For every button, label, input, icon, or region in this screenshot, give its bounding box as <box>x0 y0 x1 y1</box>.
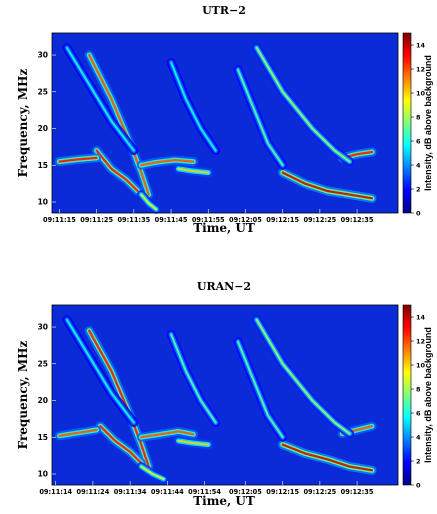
colorbar-tick-label: 12 <box>416 337 425 345</box>
burst-trace <box>140 465 165 481</box>
burst-trace <box>177 439 210 446</box>
burst-trace <box>65 46 135 152</box>
y-tick-label: 25 <box>38 87 48 96</box>
x-tick-label: 09:12:05 <box>229 216 262 224</box>
colorbar-tick-label: 8 <box>416 113 421 121</box>
panel-title: URAN−2 <box>197 280 251 293</box>
y-tick-label: 25 <box>38 359 48 368</box>
burst-trace <box>255 318 351 435</box>
burst-trace <box>255 46 351 163</box>
heatmap-background <box>52 33 398 213</box>
x-ticks: 09:11:15 09:11:25 09:11:35 09:11:45 09:11:55… <box>43 209 374 224</box>
y-tick-label: 20 <box>38 124 48 133</box>
panel-title: UTR−2 <box>202 4 246 17</box>
y-tick-label: 10 <box>38 198 48 207</box>
heatmap-background <box>52 305 398 485</box>
burst-trace <box>140 430 195 439</box>
x-tick-label: 09:11:15 <box>43 216 76 224</box>
x-tick-label: 09:11:45 <box>155 216 188 224</box>
plot-frame <box>51 304 399 486</box>
burst-trace <box>140 159 195 167</box>
burst-trace <box>65 318 135 424</box>
y-tick-label: 15 <box>38 433 48 442</box>
colorbar-tick-label: 2 <box>416 457 421 465</box>
x-tick-label: 09:11:14 <box>39 488 72 496</box>
x-tick-label: 09:11:54 <box>188 488 221 496</box>
colorbar-tick-label: 10 <box>416 361 426 369</box>
colorbar-ticks: 0 2 4 6 8 10 12 14 <box>411 313 426 489</box>
x-tick-label: 09:11:34 <box>114 488 147 496</box>
colorbar-tick-label: 14 <box>416 41 426 49</box>
y-tick-label: 30 <box>38 51 48 60</box>
plot-frame <box>51 32 399 214</box>
colorbar-tick-label: 4 <box>416 161 421 169</box>
x-tick-label: 09:12:15 <box>266 488 299 496</box>
burst-trace <box>236 68 284 167</box>
colorbar-tick-label: 0 <box>416 209 421 217</box>
x-tick-label: 09:11:24 <box>77 488 110 496</box>
x-axis-label: Time, UT <box>193 221 255 235</box>
burst-trace <box>281 171 374 200</box>
burst-trace <box>177 167 210 174</box>
colorbar-tick-label: 14 <box>416 313 426 321</box>
y-tick-label: 30 <box>38 323 48 332</box>
colorbar-tick-label: 6 <box>416 137 421 145</box>
colorbar-label: Intensity, dB above background <box>423 55 433 191</box>
colorbar-tick-label: 4 <box>416 433 421 441</box>
colorbar-tick-label: 0 <box>416 481 421 489</box>
colorbar-tick-label: 6 <box>416 409 421 417</box>
x-tick-label: 09:12:25 <box>303 216 336 224</box>
x-tick-label: 09:12:35 <box>341 488 374 496</box>
x-axis-label: Time, UT <box>193 494 255 508</box>
colorbar <box>402 32 412 214</box>
y-axis-label: Frequency, MHz <box>16 340 30 449</box>
burst-trace <box>99 425 143 465</box>
y-axis-label: Frequency, MHz <box>16 68 30 177</box>
x-tick-label: 09:12:35 <box>341 216 374 224</box>
y-tick-label: 20 <box>38 396 48 405</box>
colorbar-tick-label: 8 <box>416 385 421 393</box>
burst-trace <box>95 149 139 193</box>
colorbar-tick-label: 2 <box>416 185 421 193</box>
heatmap-cells <box>54 43 377 214</box>
y-ticks: 10 15 20 25 30 <box>38 51 56 207</box>
burst-trace <box>281 443 374 472</box>
x-tick-label: 09:11:25 <box>80 216 113 224</box>
x-tick-label: 09:11:44 <box>151 488 184 496</box>
colorbar-tick-label: 12 <box>416 65 425 73</box>
y-ticks: 10 15 20 25 30 <box>38 323 56 479</box>
burst-trace <box>170 333 217 424</box>
x-tick-label: 09:12:05 <box>229 488 262 496</box>
x-tick-label: 09:12:25 <box>303 488 336 496</box>
x-tick-label: 09:11:55 <box>192 216 225 224</box>
x-tick-label: 09:11:35 <box>117 216 150 224</box>
x-ticks: 09:11:14 09:11:24 09:11:34 09:11:44 09:11:54… <box>39 481 374 496</box>
burst-trace <box>58 428 98 437</box>
burst-trace <box>236 340 284 439</box>
y-tick-label: 15 <box>38 161 48 170</box>
burst-trace <box>140 193 158 211</box>
colorbar-tick-label: 10 <box>416 89 426 97</box>
colorbar-label: Intensity, dB above background <box>423 327 433 463</box>
y-tick-label: 10 <box>38 470 48 479</box>
burst-trace <box>58 156 98 163</box>
x-tick-label: 09:12:15 <box>266 216 299 224</box>
burst-trace <box>170 61 217 152</box>
heatmap-cells <box>54 315 377 484</box>
colorbar-ticks: 0 2 4 6 8 10 12 14 <box>411 41 426 217</box>
colorbar <box>402 304 412 486</box>
